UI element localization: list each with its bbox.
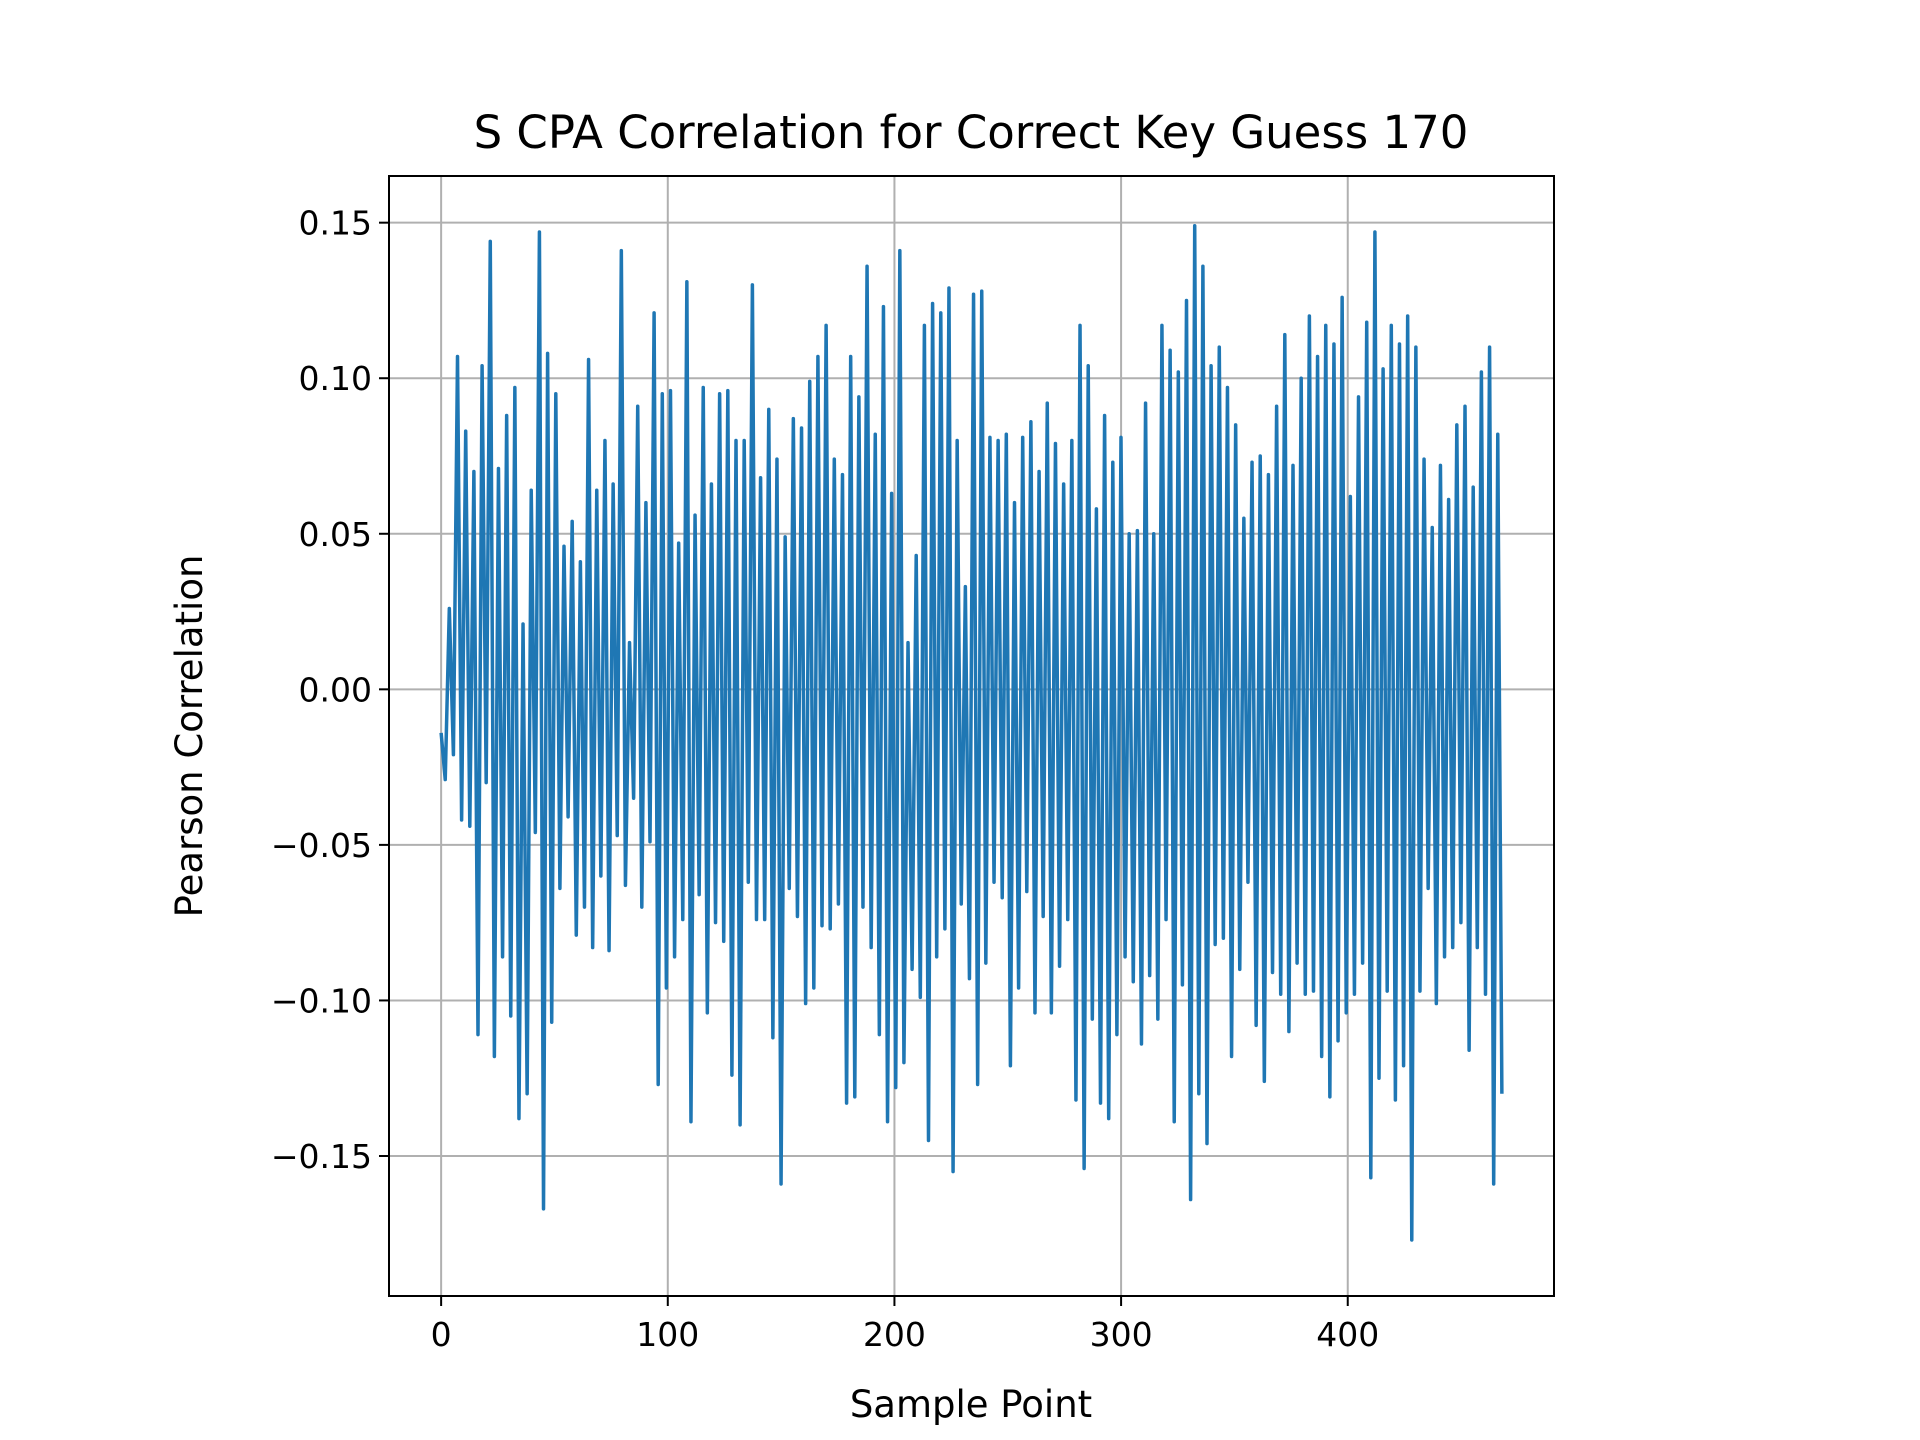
y-tick-label: 0.00 bbox=[299, 670, 372, 709]
y-tick-label: 0.15 bbox=[299, 204, 372, 243]
x-tick-label: 100 bbox=[636, 1315, 699, 1354]
plot-area bbox=[439, 224, 1504, 1242]
x-tick-label: 0 bbox=[431, 1315, 452, 1354]
y-tick-label: −0.15 bbox=[271, 1137, 372, 1176]
x-tick-label: 300 bbox=[1090, 1315, 1153, 1354]
y-tick-label: −0.10 bbox=[271, 981, 372, 1020]
correlation-series-line bbox=[439, 224, 1504, 1242]
axes-frame bbox=[388, 175, 1555, 1297]
y-tick-label: −0.05 bbox=[271, 826, 372, 865]
y-tick-label: 0.05 bbox=[299, 515, 372, 554]
chart-title: S CPA Correlation for Correct Key Guess … bbox=[474, 106, 1469, 159]
x-tick-label: 400 bbox=[1316, 1315, 1379, 1354]
y-axis-label: Pearson Correlation bbox=[168, 555, 211, 918]
y-tick-label: 0.10 bbox=[299, 359, 372, 398]
x-axis-label: Sample Point bbox=[850, 1383, 1092, 1426]
axis-ticks: 0 100 200 300 400 0.15 0.10 0.05 0.00 −0.05 −0.10 −… bbox=[271, 204, 1379, 1354]
x-tick-label: 200 bbox=[863, 1315, 926, 1354]
